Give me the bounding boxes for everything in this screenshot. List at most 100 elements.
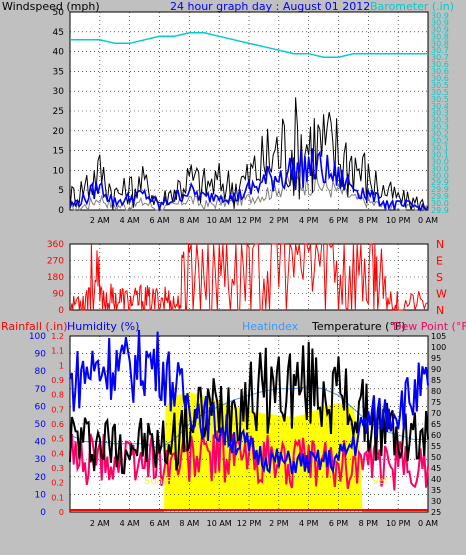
temp-x-tick: 4 PM [299, 519, 318, 528]
barometer-y-tick: 29.9 [431, 185, 449, 194]
humidity-label: Humidity (%) [67, 320, 139, 333]
barometer-y-tick: 30.8 [431, 32, 449, 41]
compass-label: E [436, 255, 443, 268]
humidity-y-tick: 10 [35, 490, 47, 500]
direction-y-tick: 360 [47, 240, 64, 250]
temp-x-tick: 6 AM [149, 519, 169, 528]
humidity-y-tick: 100 [29, 332, 46, 342]
temperature-y-tick: 105 [431, 332, 446, 341]
barometer-y-tick: 30.4 [431, 102, 449, 111]
humidity-y-tick: 60 [35, 402, 47, 412]
rainfall-y-tick: 1.1 [51, 347, 64, 356]
barometer-y-tick: 30.1 [431, 143, 449, 152]
wind-y-tick: 20 [53, 127, 65, 137]
rainfall-y-tick: 0.7 [51, 405, 64, 414]
barometer-y-tick: 30.7 [431, 46, 449, 55]
temperature-y-tick: 30 [431, 497, 441, 506]
barometer-y-tick: 30.2 [431, 137, 449, 146]
barometer-y-tick: 30.0 [431, 157, 449, 166]
temp-x-tick: 8 PM [359, 519, 378, 528]
temperature-y-tick: 45 [431, 464, 441, 473]
heatindex-label: Heatindex [242, 320, 299, 333]
barometer-y-tick: 30.2 [431, 130, 449, 139]
humidity-y-tick: 0 [40, 508, 46, 518]
temperature-y-tick: 100 [431, 343, 446, 352]
rainfall-y-tick: 1.2 [51, 332, 64, 341]
wind-y-tick: 30 [53, 87, 65, 97]
barometer-y-tick: 29.9 [431, 206, 449, 215]
temp-x-tick: 2 AM [90, 519, 110, 528]
barometer-y-tick: 30.6 [431, 67, 449, 76]
wind-x-tick: 2 PM [269, 216, 288, 225]
temp-x-tick: 6 PM [329, 519, 348, 528]
temperature-y-tick: 95 [431, 354, 441, 363]
wind-x-tick: 4 AM [120, 216, 140, 225]
dewpoint-label: Dew Point (°F) [393, 320, 466, 333]
humidity-y-tick: 90 [35, 350, 47, 360]
wind-x-tick: 8 AM [179, 216, 199, 225]
rainfall-y-tick: 0.1 [51, 493, 64, 502]
temperature-label: Temperature (°F) [311, 320, 406, 333]
compass-label: N [436, 238, 444, 251]
wind-y-tick: 5 [58, 186, 64, 196]
temp-x-ticks: 2 AM 4 AM 6 AM 8 AM 10 AM 12 PM 2 PM 4 PM 6 PM 8 … [90, 519, 438, 528]
temp-x-tick: 8 AM [179, 519, 199, 528]
rainfall-y-tick: 0.8 [51, 391, 64, 400]
temperature-y-tick: 70 [431, 409, 441, 418]
barometer-y-tick: 30.6 [431, 60, 449, 69]
temperature-y-tick: 65 [431, 420, 441, 429]
humidity-y-tick: 70 [35, 385, 47, 395]
wind-x-tick: 10 AM [207, 216, 232, 225]
barometer-y-tick: 30.3 [431, 123, 449, 132]
wind-x-tick: 10 PM [386, 216, 411, 225]
sunrise-label: Sun R [144, 476, 173, 487]
barometer-y-tick: 30.5 [431, 88, 449, 97]
barometer-y-ticks: 29.930.029.929.929.930.030.030.030.130.1… [431, 11, 449, 215]
direction-y-tick: 90 [53, 290, 65, 300]
barometer-y-tick: 29.9 [431, 192, 449, 201]
barometer-y-tick: 30.5 [431, 95, 449, 104]
barometer-y-tick: 30.0 [431, 164, 449, 173]
temperature-y-tick: 25 [431, 508, 441, 517]
humidity-y-tick: 20 [35, 473, 47, 483]
compass-label: S [436, 271, 443, 284]
direction-series [70, 242, 429, 312]
wind-y-ticks: 0 5 10 15 20 25 30 35 40 45 50 [53, 8, 65, 216]
humidity-y-tick: 40 [35, 438, 47, 448]
series-windspeed [69, 148, 429, 212]
humidity-y-tick: 50 [35, 420, 47, 430]
compass-label: N [436, 304, 444, 317]
rainfall-y-tick: 0.5 [51, 435, 64, 444]
barometer-y-tick: 30.1 [431, 150, 449, 159]
barometer-y-tick: 30.6 [431, 74, 449, 83]
temperature-panel: Rainfall (.in) Humidity (%) Heatindex Te… [1, 320, 466, 528]
direction-y-tick: 270 [47, 257, 64, 267]
temp-x-tick: 4 AM [120, 519, 140, 528]
series-temperature [69, 341, 429, 475]
barometer-y-tick: 30.8 [431, 39, 449, 48]
rainfall-label: Rainfall (.in) [1, 320, 68, 333]
rainfall-y-tick: 0.9 [51, 376, 64, 385]
direction-y-tick: 180 [47, 273, 64, 283]
rainfall-y-tick: 0.3 [51, 464, 64, 473]
barometer-y-tick: 30.9 [431, 25, 449, 34]
wind-x-tick: 6 AM [149, 216, 169, 225]
windspeed-label: Windspeed (mph) [2, 0, 100, 13]
rainfall-y-tick: 0 [59, 508, 64, 517]
humidity-y-ticks: 0 10 20 30 40 50 60 70 80 90 100 [29, 332, 46, 518]
wind-x-tick: 6 PM [329, 216, 348, 225]
temperature-y-tick: 80 [431, 387, 441, 396]
temperature-y-tick: 55 [431, 442, 441, 451]
barometer-y-tick: 30.5 [431, 81, 449, 90]
wind-y-tick: 40 [53, 48, 65, 58]
barometer-y-tick: 30.0 [431, 171, 449, 180]
wind-series [69, 32, 429, 212]
direction-y-ticks: 0 90 180 270 360 [47, 240, 64, 316]
sunset-label: Set [372, 476, 389, 487]
temp-series [69, 329, 429, 511]
wind-x-tick: 2 AM [90, 216, 110, 225]
humidity-y-tick: 30 [35, 455, 47, 465]
